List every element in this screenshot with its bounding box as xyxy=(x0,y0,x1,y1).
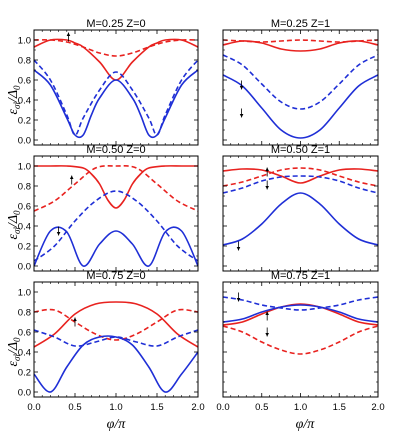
y-tick-label: 0.6 xyxy=(18,75,31,86)
series-group xyxy=(223,296,378,355)
annotation-arrow-head xyxy=(239,114,244,118)
y-tick-label: 1.0 xyxy=(18,287,31,298)
series-line-blue-solid xyxy=(223,74,378,139)
annotation-arrow-head xyxy=(69,175,74,179)
x-tick-label: 1.5 xyxy=(333,402,346,413)
series-line-red-dashed xyxy=(223,325,378,355)
y-tick-label: 0.8 xyxy=(18,181,31,192)
x-tick-label: 0.5 xyxy=(68,402,81,413)
xlabel-right: φ/π xyxy=(296,417,316,432)
series-line-blue-solid xyxy=(34,226,198,267)
series-line-blue-dashed xyxy=(223,296,378,311)
series-line-blue-solid xyxy=(34,69,198,139)
panel-4: M=0.50 Z=1 xyxy=(222,144,379,272)
panel-title: M=0.50 Z=0 xyxy=(86,144,145,156)
x-tick-label: 2.0 xyxy=(371,402,384,413)
series-line-blue-dashed xyxy=(34,59,198,136)
y-tick-label: 0.8 xyxy=(18,55,31,66)
y-tick-label: 0.2 xyxy=(18,241,31,252)
y-tick-label: 0.0 xyxy=(18,135,31,146)
annotation-arrow-head xyxy=(236,298,241,302)
panel-frame xyxy=(33,155,199,272)
series-line-red-solid xyxy=(223,168,378,184)
series-line-blue-dashed xyxy=(223,175,378,194)
series-line-red-solid xyxy=(223,303,378,326)
panels-layer: 0.0 0.2 0.4 0.6 0.8 1.0 M=0.25 Z=0 M=0.25 Z=1 0.… xyxy=(18,18,385,413)
y-tick-label: 1.0 xyxy=(18,161,31,172)
panel-title: M=0.25 Z=0 xyxy=(86,18,145,30)
x-tick-label: 0.5 xyxy=(255,402,268,413)
panel-frame xyxy=(222,29,379,146)
panel-title: M=0.75 Z=0 xyxy=(86,270,145,282)
panel-3: 0.0 0.2 0.4 0.6 0.8 1.0 M=0.50 Z=0 xyxy=(18,144,199,272)
y-tick-label: 0.6 xyxy=(18,327,31,338)
panel-title: M=0.75 Z=1 xyxy=(271,270,330,282)
series-line-blue-solid xyxy=(223,304,378,323)
series-line-red-solid xyxy=(34,301,198,348)
panel-frame xyxy=(222,155,379,272)
y-tick-label: 0.4 xyxy=(18,95,31,106)
panel-title: M=0.50 Z=1 xyxy=(271,144,330,156)
y-tick-label: 0.0 xyxy=(18,261,31,272)
annotation-arrow-head xyxy=(56,232,61,236)
x-tick-label: 0.0 xyxy=(216,402,229,413)
panel-2: M=0.25 Z=1 xyxy=(222,18,379,146)
series-line-red-dashed xyxy=(223,39,378,43)
series-line-blue-solid xyxy=(34,335,198,393)
y-tick-label: 0.8 xyxy=(18,307,31,318)
panel-title: M=0.25 Z=1 xyxy=(271,18,330,30)
annotation-arrow-head xyxy=(236,247,241,251)
series-group xyxy=(223,167,378,246)
annotation-arrow-head xyxy=(265,333,269,337)
series-group xyxy=(34,38,198,139)
y-tick-label: 0.6 xyxy=(18,201,31,212)
x-tick-label: 1.0 xyxy=(294,402,307,413)
series-line-blue-dashed xyxy=(34,329,198,347)
series-group xyxy=(34,165,198,267)
series-line-blue-dashed xyxy=(34,190,198,262)
panel-6: 0.0 0.5 1.0 1.5 2.0 M=0.75 Z=1 xyxy=(216,270,384,413)
series-group xyxy=(223,39,378,139)
annotation-arrow-head xyxy=(239,86,244,90)
series-line-red-solid xyxy=(34,165,198,209)
y-tick-label: 0.4 xyxy=(18,347,31,358)
series-line-blue-solid xyxy=(223,192,378,246)
y-tick-label: 0.4 xyxy=(18,221,31,232)
series-line-red-solid xyxy=(223,40,378,52)
ylabel-row-3: εσl/Δ0 xyxy=(6,337,22,367)
y-tick-label: 0.2 xyxy=(18,367,31,378)
y-tick-label: 0.2 xyxy=(18,115,31,126)
panel-1: 0.0 0.2 0.4 0.6 0.8 1.0 M=0.25 Z=0 xyxy=(18,18,199,146)
x-tick-label: 1.5 xyxy=(150,402,163,413)
series-line-red-dashed xyxy=(34,165,198,212)
x-tick-label: 0.0 xyxy=(27,402,40,413)
series-line-red-solid xyxy=(34,38,198,81)
xlabel-left: φ/π xyxy=(107,417,127,432)
y-tick-label: 1.0 xyxy=(18,35,31,46)
annotation-arrow-head xyxy=(265,167,269,171)
annotation-arrow-head xyxy=(66,32,71,36)
series-group xyxy=(34,301,198,393)
panel-5: 0.0 0.5 1.0 1.5 2.0 0.0 0.2 0.4 0.6 0.8 1.0 M=0.75 … xyxy=(18,270,205,413)
x-tick-label: 1.0 xyxy=(109,402,122,413)
ylabel-row-1: εσl/Δ0 xyxy=(6,85,22,115)
series-line-red-dashed xyxy=(34,308,198,341)
panel-frame xyxy=(222,281,379,398)
series-line-red-dashed xyxy=(223,167,378,187)
y-tick-label: 0.0 xyxy=(18,387,31,398)
x-tick-label: 2.0 xyxy=(191,402,204,413)
series-line-blue-dashed xyxy=(223,54,378,110)
series-line-red-dashed xyxy=(34,39,198,57)
annotation-arrow-head xyxy=(265,186,269,190)
annotation-arrow-head xyxy=(73,317,77,321)
annotation-arrow-head xyxy=(265,311,269,315)
panel-frame xyxy=(33,29,199,146)
ylabel-row-2: εσl/Δ0 xyxy=(6,210,22,240)
